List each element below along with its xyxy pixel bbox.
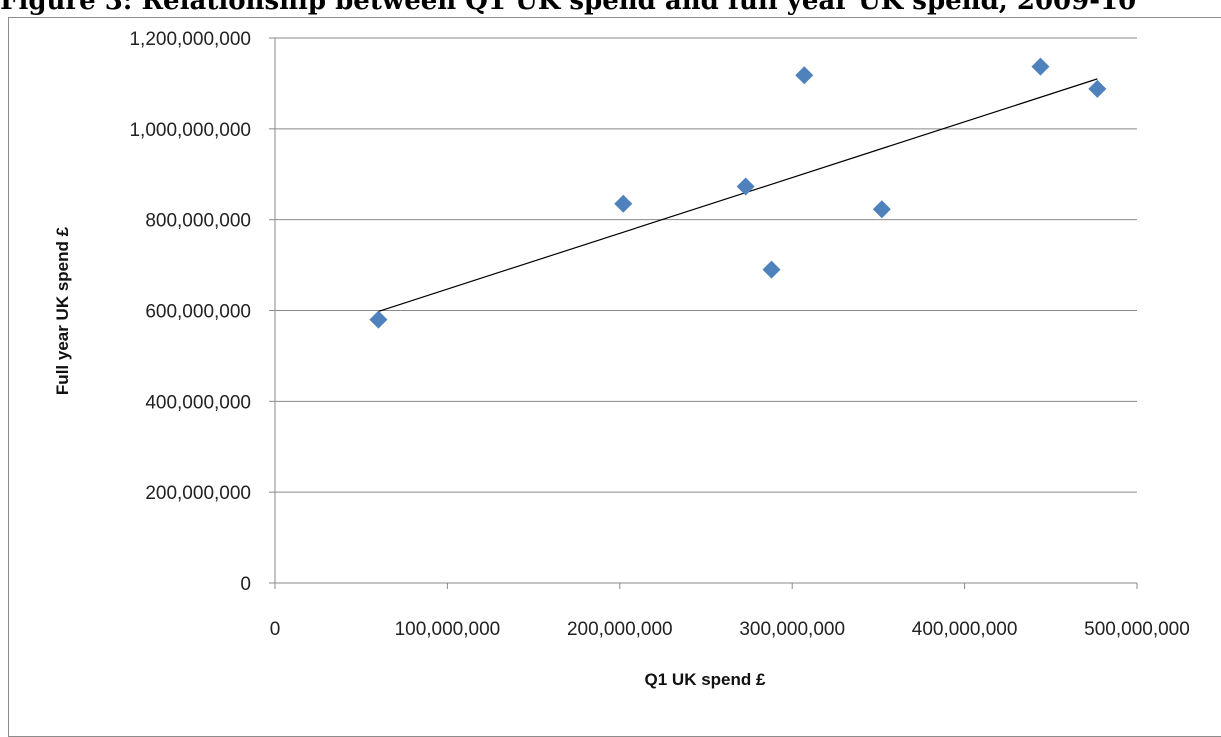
data-point (369, 310, 388, 329)
x-tick-label: 200,000,000 (567, 619, 673, 640)
x-tick-label: 500,000,000 (1084, 619, 1190, 640)
y-tick-label: 600,000,000 (145, 302, 251, 323)
data-point (1031, 57, 1050, 76)
trendline (378, 78, 1098, 312)
y-tick-label: 1,200,000,000 (129, 29, 251, 50)
data-point (762, 260, 781, 279)
x-tick-label: 400,000,000 (912, 619, 1018, 640)
gridlines (275, 37, 1137, 493)
y-axis-title: Full year UK spend £ (53, 226, 72, 395)
data-point (795, 66, 814, 85)
x-tick-labels: 0 100,000,000 200,000,000 300,000,000 400,00… (270, 619, 1190, 640)
x-axis-title: Q1 UK spend £ (645, 670, 766, 689)
y-tick-label: 200,000,000 (145, 483, 251, 504)
y-tick-label: 800,000,000 (145, 211, 251, 232)
x-tick-label: 100,000,000 (395, 619, 501, 640)
data-point (1088, 79, 1107, 98)
data-point (736, 177, 755, 196)
scatter-chart: 0 200,000,000 400,000,000 600,000,000 800,00… (53, 29, 1190, 689)
trendline-group (378, 78, 1098, 312)
y-tick-label: 400,000,000 (145, 392, 251, 413)
x-tick-label: 300,000,000 (739, 619, 845, 640)
figure-caption: Figure 3: Relationship between Q1 UK spe… (0, 0, 1137, 16)
data-point (614, 194, 633, 213)
y-tick-labels: 0 200,000,000 400,000,000 600,000,000 800,00… (129, 29, 251, 595)
y-tick-label: 0 (240, 574, 251, 595)
data-point (872, 200, 891, 219)
y-tick-label: 1,000,000,000 (129, 120, 251, 141)
axes (269, 37, 1138, 589)
x-tick-label: 0 (270, 619, 281, 640)
data-points (369, 57, 1107, 329)
